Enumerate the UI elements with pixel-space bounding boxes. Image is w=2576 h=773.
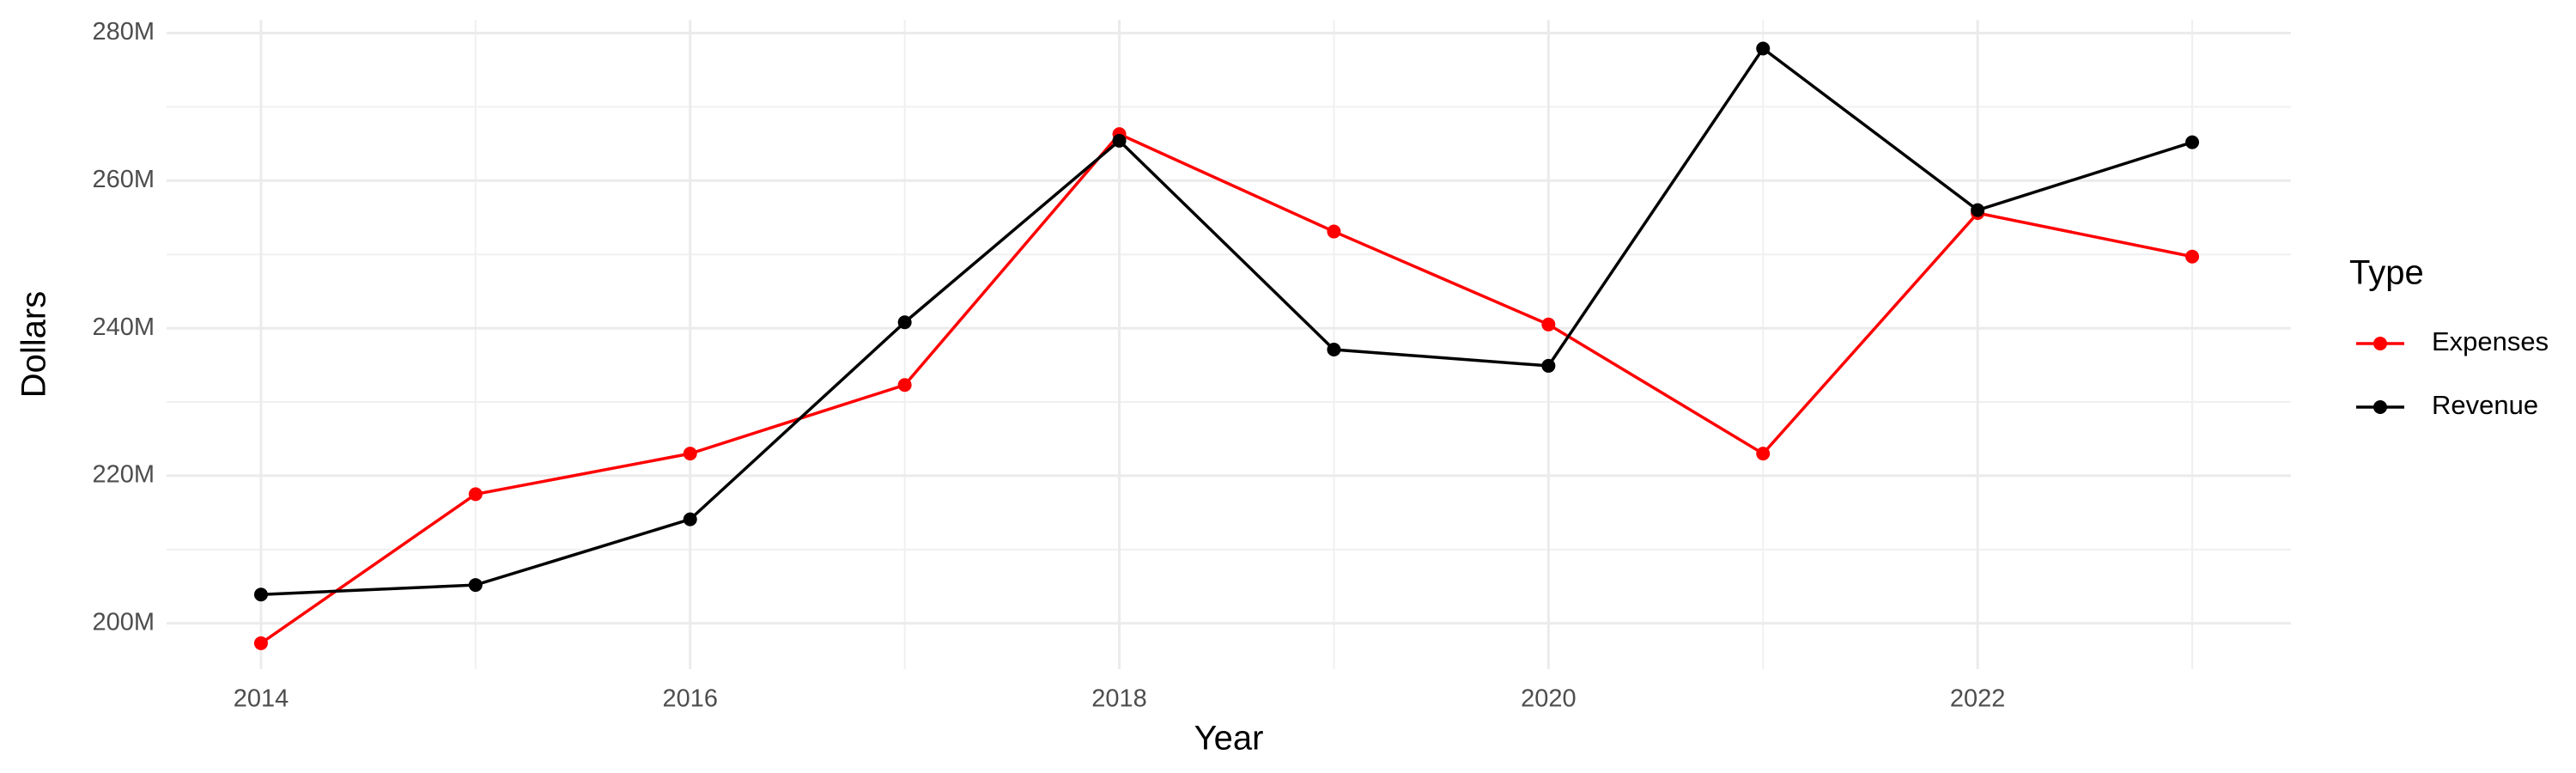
series-line — [259, 132, 2193, 645]
x-axis-title: Year — [1194, 720, 1264, 758]
data-point — [1756, 41, 1771, 56]
data-point — [1756, 447, 1771, 461]
data-point — [897, 315, 912, 330]
data-point — [1541, 317, 1556, 332]
x-tick-label: 2022 — [1950, 685, 2006, 713]
y-tick-label: 220M — [92, 461, 155, 489]
data-point — [683, 512, 697, 526]
series-line — [260, 46, 2193, 596]
legend-marker — [2373, 400, 2387, 414]
legend-marker — [2373, 337, 2387, 350]
data-point — [468, 578, 483, 593]
legend-label: Revenue — [2432, 390, 2538, 420]
data-point — [1971, 203, 1985, 217]
data-point — [253, 636, 268, 650]
y-tick-label: 200M — [92, 608, 155, 636]
y-tick-label: 280M — [92, 18, 155, 46]
data-point — [897, 378, 912, 393]
data-point — [253, 587, 268, 602]
legend-title: Type — [2349, 254, 2424, 292]
data-point — [1327, 343, 1341, 357]
y-tick-label: 260M — [92, 166, 155, 193]
x-tick-label: 2018 — [1091, 685, 1147, 713]
data-point — [1541, 358, 1556, 373]
x-tick-label: 2016 — [662, 685, 718, 713]
x-tick-label: 2014 — [234, 685, 289, 713]
data-point — [683, 447, 697, 461]
y-axis-title: Dollars — [15, 291, 53, 398]
x-tick-label: 2020 — [1521, 685, 1577, 713]
data-point — [2185, 249, 2200, 264]
data-point — [1327, 224, 1341, 239]
data-point — [2185, 135, 2200, 149]
legend-label: Expenses — [2432, 326, 2549, 356]
data-point — [1112, 133, 1127, 148]
data-point — [468, 487, 483, 502]
y-tick-label: 240M — [92, 313, 155, 341]
